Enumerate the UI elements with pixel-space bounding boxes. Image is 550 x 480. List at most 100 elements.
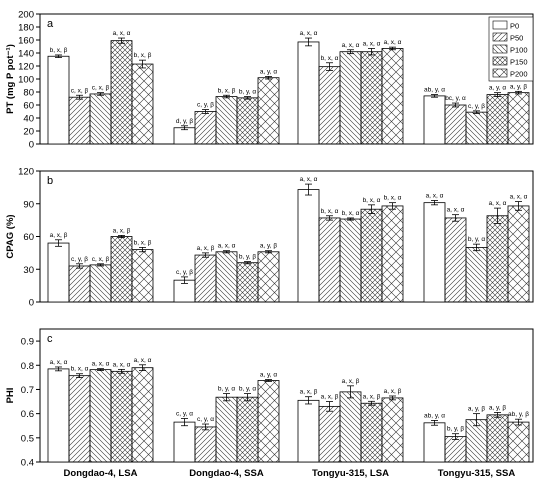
y-tick-label: 200 xyxy=(18,10,34,21)
bar xyxy=(215,96,238,145)
significance-label: b, x, α xyxy=(71,366,89,373)
bar xyxy=(360,51,383,145)
bar xyxy=(339,391,362,463)
significance-label: c, x, β xyxy=(92,85,110,92)
bar xyxy=(110,40,133,145)
y-tick-label: 80 xyxy=(23,88,34,99)
legend-label: P200 xyxy=(510,70,528,79)
bar xyxy=(444,436,467,463)
significance-label: a, x, α xyxy=(134,357,152,364)
bar xyxy=(360,208,383,303)
panel-b: 0 30 60 90 120 CPAG (%) b a, x, β c, y, β a, x, α… xyxy=(5,167,534,309)
legend-label: P150 xyxy=(510,58,528,67)
legend-label: P0 xyxy=(510,22,519,31)
bar xyxy=(360,402,383,463)
significance-label: c, x, β xyxy=(92,256,110,263)
significance-label: b, y, α xyxy=(239,89,257,96)
bar xyxy=(131,249,154,303)
bar xyxy=(236,396,259,463)
bar xyxy=(68,375,91,463)
significance-label: ab, y, α xyxy=(424,87,445,94)
bar xyxy=(465,111,488,145)
significance-label: b, x, β xyxy=(50,47,68,54)
bar xyxy=(486,94,509,145)
significance-label: a, x, α xyxy=(426,192,444,199)
significance-label: b, x, α xyxy=(384,195,402,202)
bar xyxy=(215,251,238,303)
significance-label: b, x, α xyxy=(363,197,381,204)
y-tick-label: 120 xyxy=(18,62,34,73)
significance-label: b, y, α xyxy=(468,236,486,243)
panel-a: 0 20 40 60 80 100 120 140 160 180 200 PT (mg P pot⁻… xyxy=(5,10,534,151)
bar xyxy=(236,262,259,303)
category-label: Dongdao-4, SSA xyxy=(189,468,264,479)
plot-frame xyxy=(39,328,534,463)
bar xyxy=(194,254,217,303)
significance-label: a, x, β xyxy=(321,394,339,401)
y-tick-label: 0 xyxy=(29,298,34,309)
significance-label: a, x, α xyxy=(510,194,528,201)
bar xyxy=(47,242,70,303)
bar xyxy=(89,369,112,463)
significance-label: b, x, α xyxy=(321,55,339,62)
bar xyxy=(257,77,280,145)
significance-label: a, y, α xyxy=(260,68,278,75)
y-tick-label: 0.9 xyxy=(21,337,34,348)
significance-label: b, x, β xyxy=(134,52,152,59)
y-tick-label: 0.4 xyxy=(21,458,34,469)
bar xyxy=(297,189,320,303)
significance-label: a, y, β xyxy=(260,243,278,250)
y-tick-label: 100 xyxy=(18,75,34,86)
bar xyxy=(486,414,509,463)
significance-label: a, x, β xyxy=(197,245,215,252)
panel-letter: a xyxy=(47,18,54,30)
significance-label: a, y, β xyxy=(489,404,507,411)
significance-label: d, y, β xyxy=(176,118,194,125)
legend-swatch xyxy=(492,68,508,78)
significance-label: b, x, α xyxy=(342,210,360,217)
bar xyxy=(194,426,217,463)
significance-label: a, x, α xyxy=(300,30,318,37)
y-tick-label: 0.6 xyxy=(21,409,34,420)
legend: P0 P50 P100 P150 P200 xyxy=(488,16,534,82)
bar xyxy=(297,399,320,463)
significance-label: b, x, β xyxy=(134,239,152,246)
bar xyxy=(236,97,259,145)
panel-letter: c xyxy=(47,333,53,345)
bar xyxy=(47,55,70,145)
significance-label: a, x, α xyxy=(50,359,68,366)
category-labels: Dongdao-4, LSA Dongdao-4, SSA Tongyu-315, … xyxy=(64,468,516,479)
significance-label: a, x, α xyxy=(384,39,402,46)
significance-label: b, y, α xyxy=(239,386,257,393)
bar xyxy=(194,111,217,145)
bar xyxy=(318,217,341,303)
panel-letter: b xyxy=(47,175,53,187)
significance-label: b, y, β xyxy=(447,426,465,433)
y-tick-label: 0.5 xyxy=(21,433,34,444)
significance-label: a, x, α xyxy=(489,200,507,207)
significance-label: a, y, β xyxy=(510,83,528,90)
y-tick-label: 0.7 xyxy=(21,385,34,396)
legend-swatch xyxy=(492,56,508,66)
legend-swatch xyxy=(492,20,508,30)
category-label: Tongyu-315, SSA xyxy=(438,468,516,479)
bar xyxy=(465,247,488,303)
significance-label: a, x, α xyxy=(447,207,465,214)
bar xyxy=(381,205,404,303)
significance-label: c, y, α xyxy=(176,410,193,417)
bar xyxy=(89,93,112,145)
panel-c: 0.4 0.5 0.6 0.7 0.8 0.9 PHI c a, x, α c, y, α a, x… xyxy=(5,328,534,469)
bar xyxy=(318,66,341,145)
significance-label: c, y, β xyxy=(468,103,485,110)
bar xyxy=(444,104,467,145)
significance-label: a, x, β xyxy=(342,378,360,385)
significance-label: b, x, α xyxy=(321,208,339,215)
bar xyxy=(423,422,446,463)
significance-label: a, x, β xyxy=(300,389,318,396)
significance-label: b, y, α xyxy=(218,386,236,393)
significance-label: a, y, α xyxy=(260,372,278,379)
y-axis-label: PT (mg P pot⁻¹) xyxy=(5,44,16,114)
significance-label: c, y, α xyxy=(197,416,214,423)
significance-label: a, x, α xyxy=(218,243,236,250)
